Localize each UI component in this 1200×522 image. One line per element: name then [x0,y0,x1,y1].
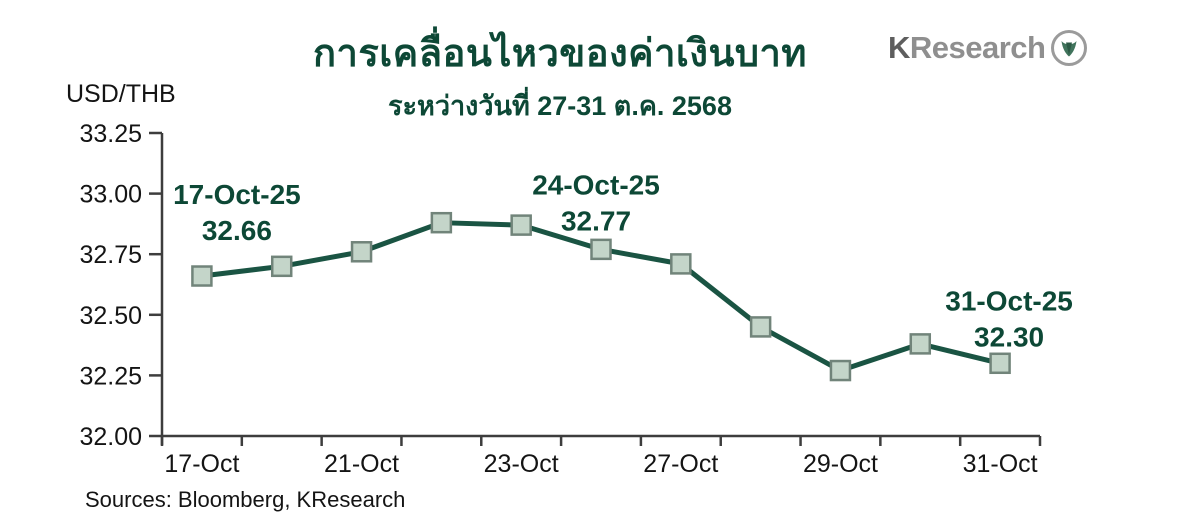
annotation-value: 32.77 [561,205,631,236]
sources-note: Sources: Bloomberg, KResearch [85,487,406,512]
chart-title: การเคลื่อนไหวของค่าเงินบาท [313,33,807,75]
y-tick-label: 33.25 [79,120,142,148]
data-point-marker [191,265,213,287]
y-tick-label: 32.50 [79,302,142,330]
y-tick-label: 32.25 [79,362,142,390]
chart-subtitle: ระหว่างวันที่ 27-31 ต.ค. 2568 [388,91,732,121]
annotation-date: 24-Oct-25 [532,169,660,200]
data-point-marker [670,253,692,275]
y-axis-unit-label: USD/THB [66,80,176,108]
data-point-marker [829,359,852,382]
logo-k-letter: K [888,30,910,65]
x-tick-label: 31-Oct [963,450,1038,478]
data-point-marker [430,211,453,234]
x-tick-label: 27-Oct [643,450,718,478]
annotation-date: 31-Oct-25 [945,285,1073,316]
x-tick-label: 21-Oct [324,450,399,478]
data-point-marker [590,238,612,261]
annotation-date: 17-Oct-25 [173,179,301,210]
annotation-value: 32.66 [202,215,272,246]
data-point-marker [989,352,1011,375]
data-point-marker [270,255,293,278]
kresearch-bird-icon [1051,30,1088,66]
x-tick-label: 17-Oct [164,450,239,478]
kresearch-logo: KResearch [888,28,1089,68]
data-point-marker [749,316,772,338]
data-point-marker [350,241,373,263]
x-tick-label: 23-Oct [484,450,559,478]
annotation-value: 32.30 [974,321,1044,352]
y-tick-label: 32.75 [79,241,142,269]
x-tick-label: 29-Oct [803,450,878,478]
y-tick-label: 32.00 [79,423,142,451]
y-tick-label: 33.00 [79,181,142,209]
data-point-marker [909,333,932,355]
data-point-marker [510,214,532,236]
logo-research-text: Research [909,30,1046,65]
kresearch-logo-text: KResearch [888,30,1046,66]
